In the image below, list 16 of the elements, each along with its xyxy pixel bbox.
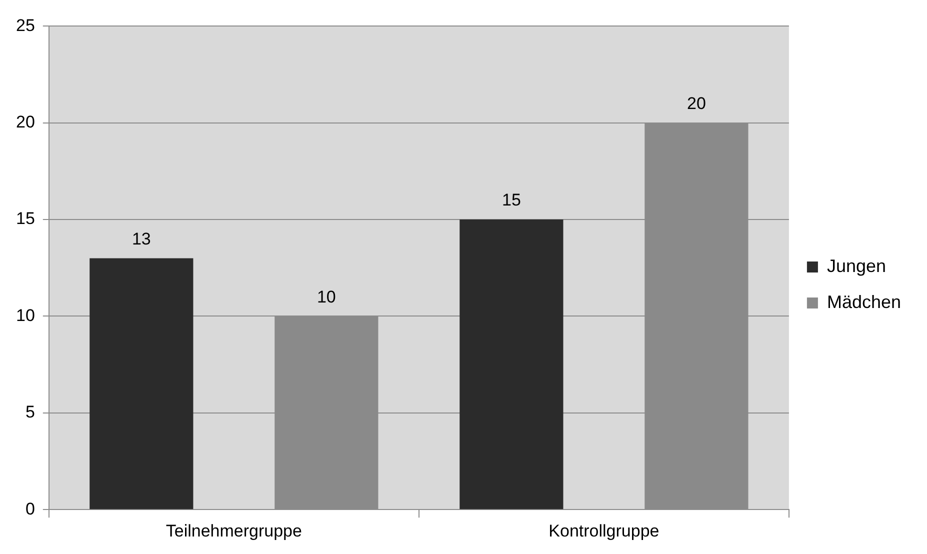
- y-tick-label: 15: [16, 209, 35, 228]
- data-label: 13: [132, 229, 151, 248]
- bar: [460, 220, 564, 510]
- y-tick-label: 5: [25, 402, 35, 422]
- legend-label: Mädchen: [826, 292, 902, 312]
- y-tick-label: 20: [16, 112, 35, 132]
- x-tick-label: Kontrollgruppe: [548, 521, 660, 540]
- y-tick-label: 25: [16, 16, 35, 35]
- x-tick-label: Teilnehmergruppe: [166, 521, 302, 540]
- data-label: 20: [686, 94, 706, 114]
- y-tick-label: 10: [16, 306, 35, 325]
- y-tick-label: 0: [25, 499, 35, 518]
- legend-label: Jungen: [826, 256, 886, 276]
- bar: [90, 258, 194, 510]
- data-label: 15: [502, 190, 521, 210]
- data-label: 10: [316, 287, 336, 306]
